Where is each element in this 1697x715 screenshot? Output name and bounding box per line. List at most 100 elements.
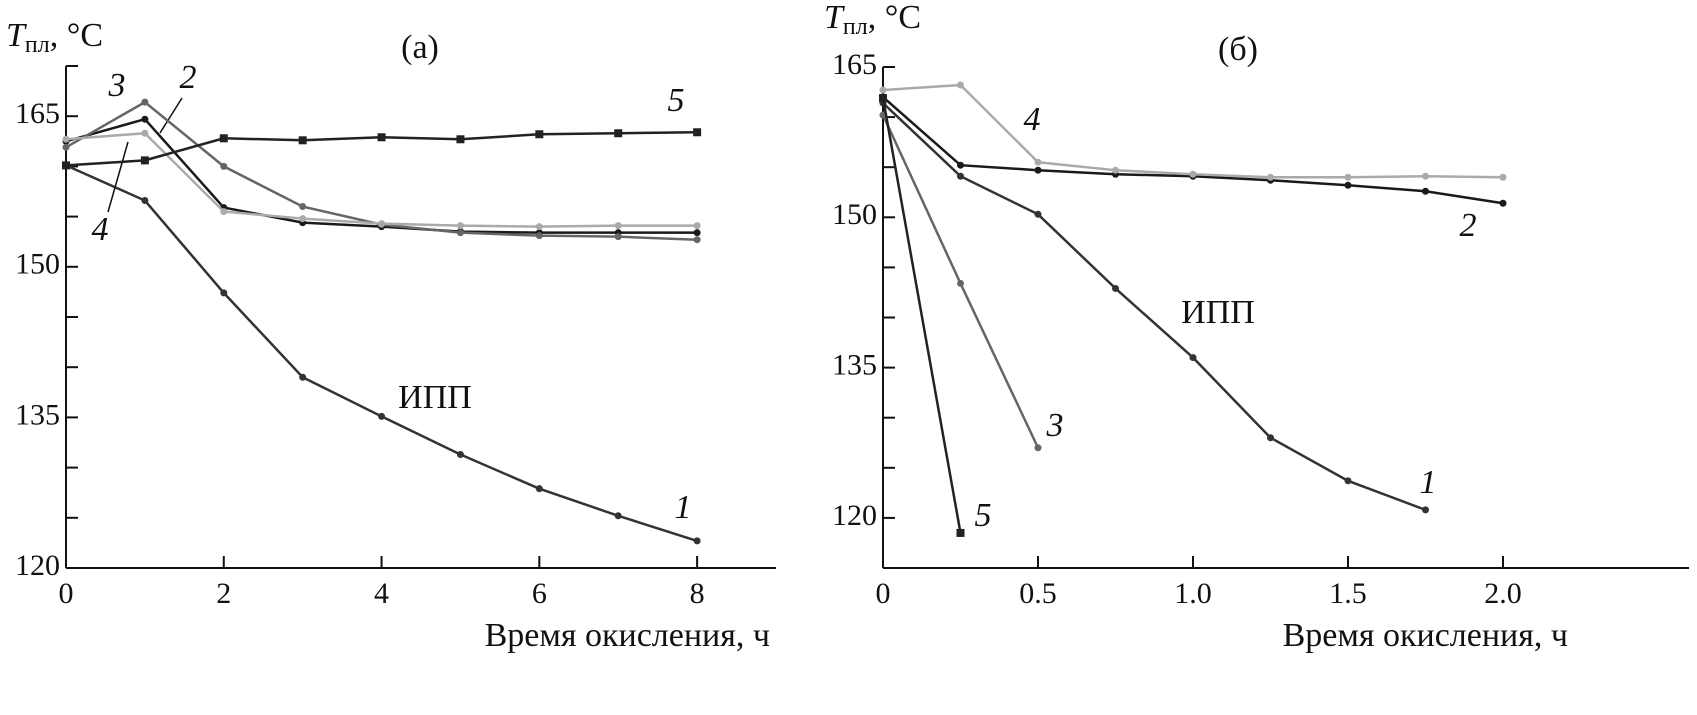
point: [220, 162, 228, 170]
point: [1267, 173, 1274, 181]
point: [693, 229, 701, 237]
point: [879, 94, 887, 103]
point: [1344, 181, 1352, 189]
point: [62, 161, 70, 170]
point: [1034, 210, 1042, 218]
point: [299, 203, 307, 211]
series-line: [65, 131, 698, 228]
point: [1034, 444, 1042, 452]
point: [141, 129, 149, 137]
point: [957, 279, 964, 287]
point: [614, 129, 623, 138]
x-tick-label: 0: [876, 577, 891, 610]
y-label-symbol: T: [824, 0, 845, 36]
x-tick-label: 1.0: [1174, 577, 1212, 610]
point: [535, 130, 544, 139]
series-label: 2: [1460, 207, 1477, 244]
x-axis-label: Время окисления, ч: [485, 617, 770, 654]
point: [614, 233, 622, 241]
x-tick-label: 1.5: [1329, 577, 1367, 610]
point: [378, 220, 386, 228]
point: [1189, 354, 1197, 362]
leader-line: [107, 141, 129, 213]
x-tick-label: 6: [532, 577, 547, 610]
y-label-unit: , °C: [50, 17, 103, 54]
point: [141, 98, 149, 106]
y-tick-label: 150: [15, 248, 60, 281]
point: [614, 222, 622, 230]
point: [62, 143, 70, 151]
series-line: [881, 97, 962, 534]
point: [693, 236, 701, 244]
point: [879, 86, 887, 94]
x-tick-label: 8: [690, 577, 705, 610]
series-label: 1: [675, 489, 692, 526]
point: [298, 136, 307, 145]
point: [693, 128, 702, 137]
panel-title: (б): [1218, 31, 1258, 68]
point: [378, 412, 386, 420]
point: [456, 451, 464, 459]
point: [220, 289, 228, 297]
point: [535, 223, 543, 231]
y-label-symbol: T: [6, 17, 27, 54]
point: [141, 197, 149, 205]
series-line: [882, 96, 1504, 205]
y-tick-label: 135: [832, 348, 877, 381]
y-tick-label: 120: [832, 499, 877, 532]
x-tick-label: 4: [374, 577, 389, 610]
y-label-unit: , °C: [868, 0, 921, 36]
point: [693, 537, 701, 545]
series-label: 5: [975, 497, 992, 534]
point: [693, 222, 701, 230]
y-axis-label: Tпл, °C: [824, 0, 921, 40]
x-axis-label: Время окисления, ч: [1283, 617, 1568, 654]
series-label: 4: [92, 211, 109, 248]
point: [1344, 477, 1352, 485]
y-tick-label: 165: [15, 97, 60, 130]
series-label: 5: [668, 82, 685, 119]
point: [1189, 170, 1197, 178]
point: [1499, 199, 1507, 207]
point: [1034, 158, 1042, 166]
annotation: ИПП: [1181, 294, 1255, 331]
point: [1034, 166, 1042, 174]
y-tick-label: 165: [832, 48, 877, 81]
point: [299, 215, 307, 223]
point: [1112, 166, 1119, 174]
point: [1422, 506, 1429, 514]
point: [140, 156, 149, 165]
y-tick-label: 120: [15, 549, 60, 582]
series-label: 4: [1024, 101, 1041, 138]
x-tick-label: 2.0: [1484, 577, 1522, 610]
y-label-subscript: пл: [843, 14, 868, 40]
point: [220, 208, 228, 216]
annotation: ИПП: [398, 379, 472, 416]
point: [957, 172, 964, 180]
point: [62, 135, 70, 143]
point: [956, 528, 965, 537]
x-tick-label: 2: [216, 577, 231, 610]
point: [957, 81, 964, 89]
point: [957, 161, 964, 169]
leader-line: [159, 97, 183, 134]
y-axis-label: Tпл, °C: [6, 17, 103, 58]
series-label: 2: [180, 59, 197, 96]
point: [1267, 434, 1274, 442]
series-label: 1: [1420, 464, 1437, 501]
series-line: [882, 83, 1504, 179]
point: [219, 134, 228, 143]
point: [1499, 173, 1507, 181]
point: [456, 135, 465, 144]
point: [535, 485, 543, 493]
y-tick-label: 135: [15, 398, 60, 431]
point: [456, 229, 464, 237]
y-label-subscript: пл: [25, 32, 50, 58]
x-tick-label: 0: [59, 577, 74, 610]
y-tick-label: 150: [832, 198, 877, 231]
series-line: [882, 102, 1426, 512]
point: [377, 133, 386, 142]
panel-title: (а): [401, 29, 439, 66]
x-tick-label: 0.5: [1019, 577, 1057, 610]
